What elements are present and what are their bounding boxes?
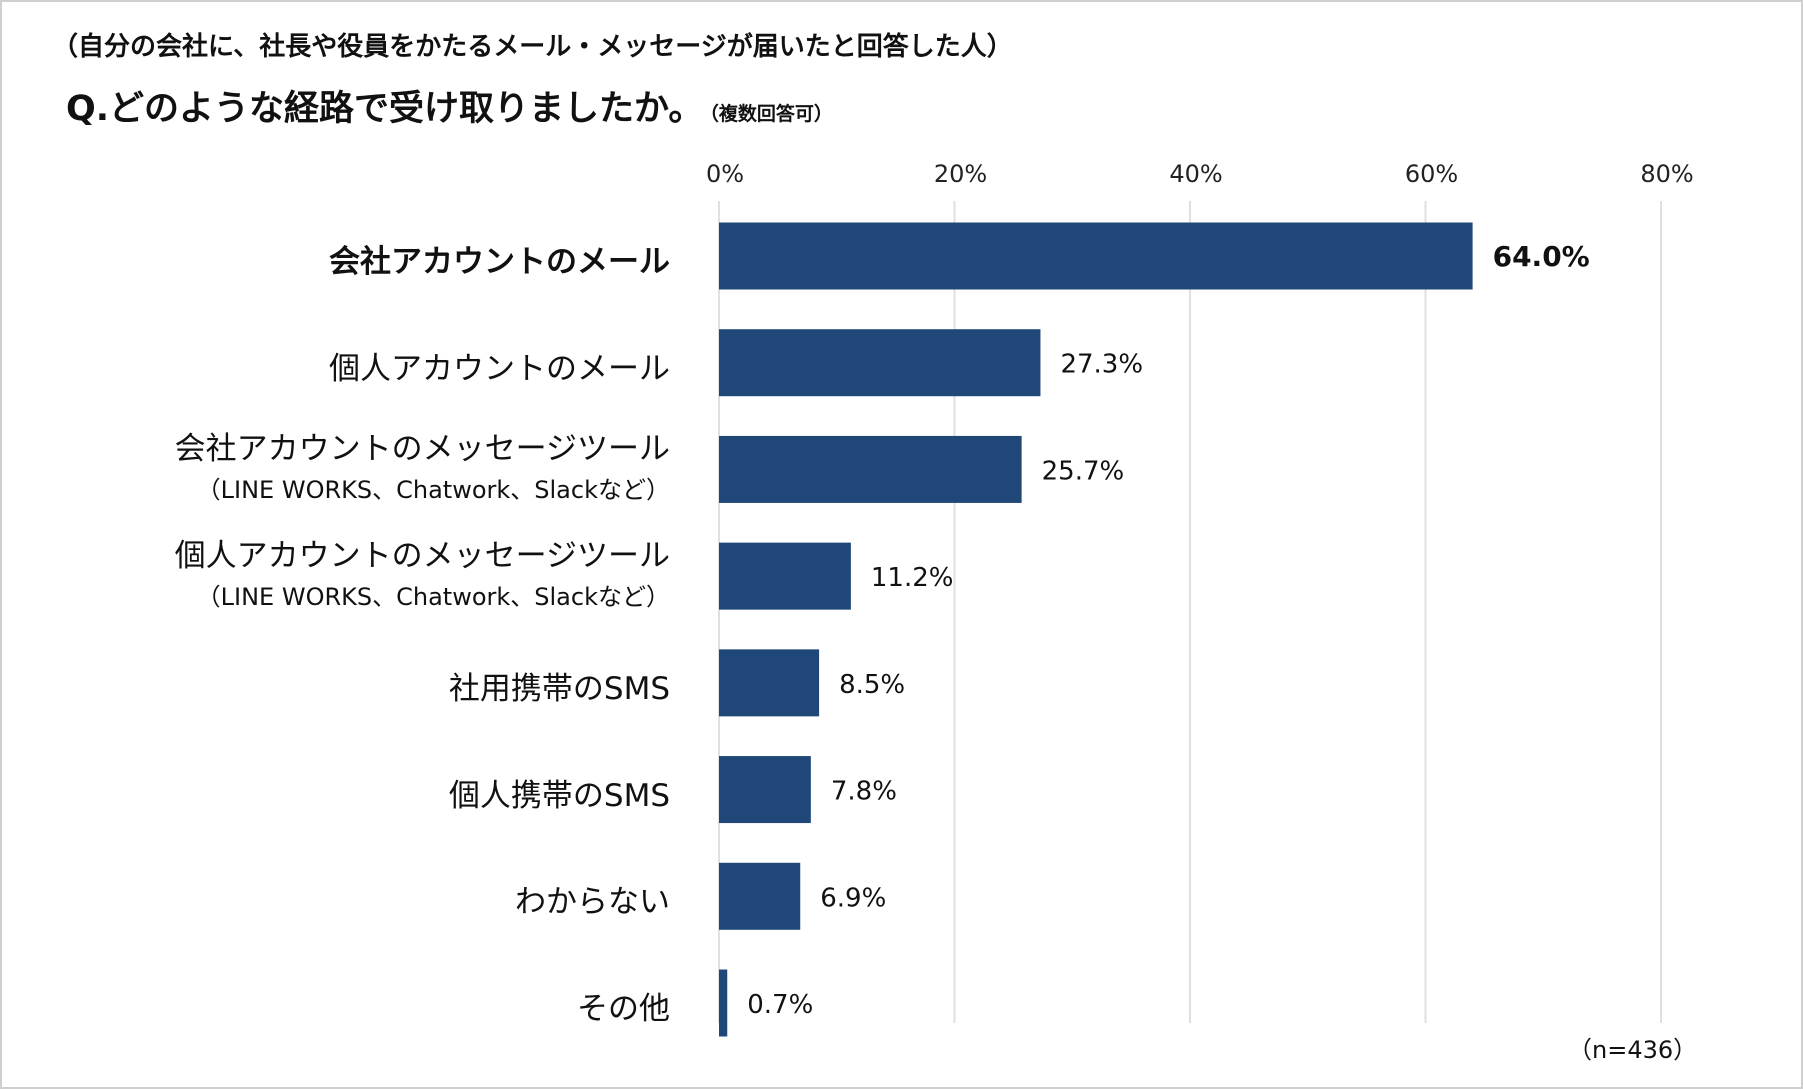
- category-label: 会社アカウントのメール: [329, 236, 670, 281]
- value-label: 64.0%: [1493, 240, 1590, 273]
- value-label: 25.7%: [1042, 456, 1125, 486]
- bar: [719, 329, 1041, 397]
- category-name: 個人アカウントのメール: [329, 350, 670, 387]
- chart-title: Q.どのような経路で受け取りましたか。 （複数回答可）: [66, 80, 833, 131]
- value-label: 8.5%: [839, 670, 905, 700]
- value-label: 27.3%: [1060, 350, 1143, 380]
- category-name: 個人携帯のSMS: [448, 777, 670, 814]
- bar: [719, 435, 1022, 503]
- category-label: 個人アカウントのメール: [329, 343, 670, 388]
- category-name: 会社アカウントのメール: [329, 244, 670, 280]
- tick-label: 40%: [1169, 160, 1222, 188]
- value-label: 7.8%: [831, 777, 897, 807]
- value-label: 0.7%: [747, 990, 813, 1020]
- category-name: 個人アカウントのメッセージツール: [174, 538, 670, 575]
- value-label: 6.9%: [820, 883, 886, 913]
- category-label: 個人携帯のSMS: [449, 770, 670, 815]
- category-name: 社用携帯のSMS: [448, 670, 670, 707]
- category-subtext: （LINE WORKS、Chatwork、Slackなど）: [196, 583, 670, 612]
- bar: [719, 542, 851, 610]
- multiple-answer-note: （複数回答可）: [709, 103, 833, 125]
- tick-label: 80%: [1640, 160, 1693, 188]
- category-name: その他: [577, 991, 670, 1027]
- tick-label: 20%: [934, 160, 987, 188]
- bar: [719, 862, 801, 930]
- category-name: 会社アカウントのメッセージツール: [174, 431, 670, 468]
- category-subtext: （LINE WORKS、Chatwork、Slackなど）: [196, 476, 670, 505]
- category-label: 社用携帯のSMS: [449, 663, 670, 708]
- category-label: その他: [577, 983, 670, 1028]
- bar: [719, 969, 728, 1037]
- category-label: 会社アカウントのメッセージツール （LINE WORKS、Chatwork、Sla…: [175, 423, 670, 505]
- value-label: 11.2%: [871, 563, 954, 593]
- bar: [719, 649, 820, 717]
- category-name: わからない: [515, 884, 670, 921]
- category-label: 個人アカウントのメッセージツール （LINE WORKS、Chatwork、Sla…: [175, 530, 670, 612]
- question-text: Q.どのような経路で受け取りましたか。: [66, 89, 704, 129]
- bar: [719, 756, 811, 824]
- respondent-condition: （自分の会社に、社長や役員をかたるメール・メッセージが届いたと回答した人）: [52, 32, 1013, 62]
- category-label: わからない: [515, 876, 670, 921]
- sample-size: （n=436）: [1568, 1036, 1698, 1064]
- bar: [719, 222, 1473, 290]
- tick-label: 60%: [1405, 160, 1458, 188]
- tick-label: 0%: [706, 160, 744, 188]
